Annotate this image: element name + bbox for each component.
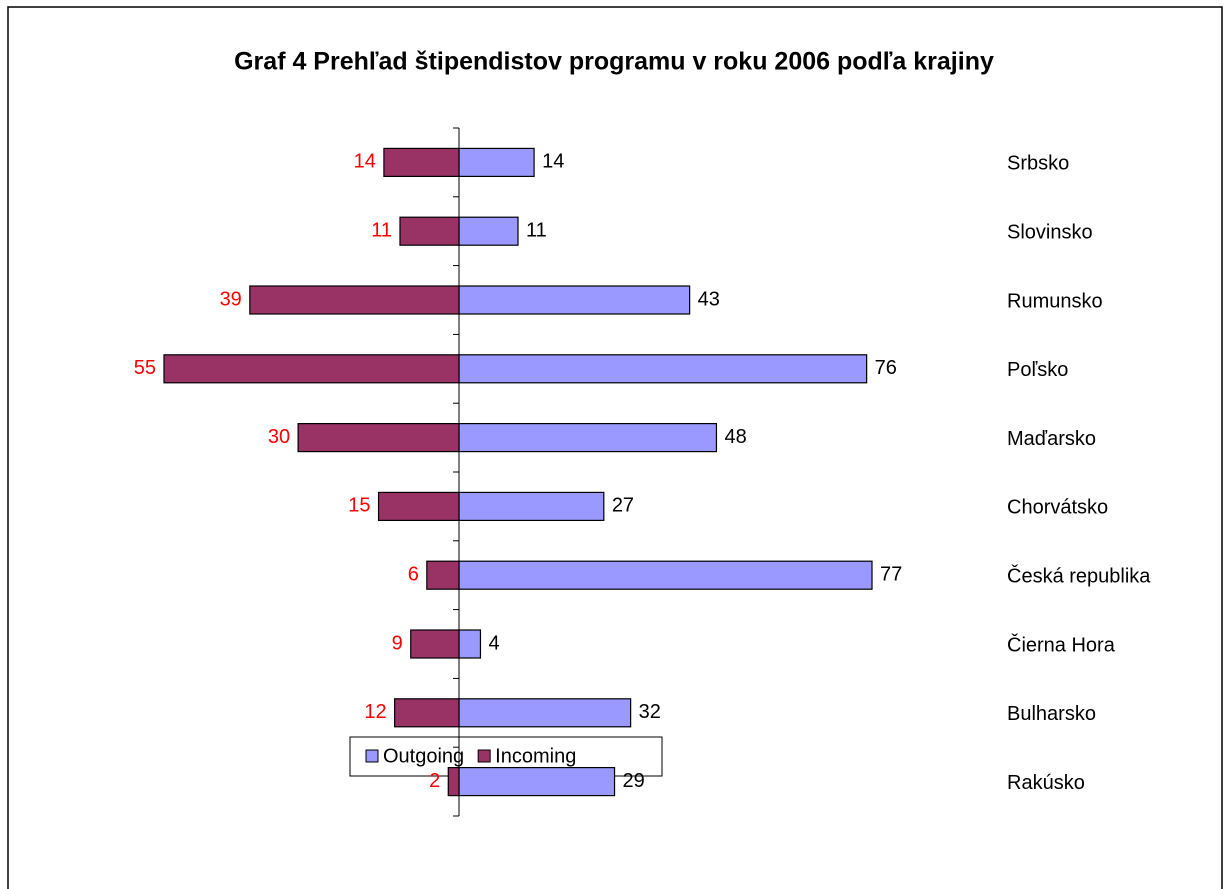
category-label: Bulharsko <box>1007 703 1096 725</box>
legend-swatch <box>365 749 379 763</box>
data-label: 76 <box>875 357 897 379</box>
data-label: 27 <box>612 495 634 517</box>
data-label: 11 <box>371 219 392 241</box>
bar <box>377 491 460 521</box>
bar <box>426 560 460 590</box>
bar <box>383 147 460 177</box>
category-label: Slovinsko <box>1007 221 1093 243</box>
data-label: 15 <box>348 495 370 517</box>
bar <box>458 491 605 521</box>
bar <box>458 629 482 659</box>
bar <box>458 285 691 315</box>
bar <box>458 766 616 797</box>
legend-swatch <box>477 749 491 763</box>
data-label: 12 <box>364 701 386 723</box>
bar <box>458 147 535 177</box>
bar <box>249 285 460 315</box>
category-label: Čierna Hora <box>1007 633 1116 656</box>
legend-label: Outgoing <box>383 745 464 767</box>
data-label: 43 <box>698 288 720 310</box>
data-label: 14 <box>542 151 564 173</box>
category-label: Maďarsko <box>1007 428 1096 450</box>
bar <box>458 423 718 453</box>
category-label: Česká republika <box>1007 564 1151 587</box>
data-label: 32 <box>639 701 661 723</box>
bar <box>399 216 460 246</box>
category-label: Srbsko <box>1007 153 1069 175</box>
bar <box>458 560 873 590</box>
data-label: 9 <box>392 632 403 654</box>
data-label: 11 <box>526 219 547 241</box>
bar <box>394 698 460 728</box>
bar <box>458 698 632 728</box>
bar <box>297 423 460 453</box>
data-label: 30 <box>268 426 290 448</box>
data-label: 4 <box>488 632 499 654</box>
data-label: 77 <box>880 563 902 585</box>
bar <box>447 766 460 797</box>
bar <box>410 629 460 659</box>
category-label: Poľsko <box>1007 359 1068 381</box>
data-label: 6 <box>408 563 419 585</box>
bar <box>458 354 868 384</box>
chart-title: Graf 4 Prehľad štipendistov programu v r… <box>234 48 994 76</box>
category-label: Rumunsko <box>1007 290 1103 312</box>
data-label: 14 <box>354 151 376 173</box>
data-label: 29 <box>623 770 645 792</box>
data-label: 48 <box>724 426 746 448</box>
bar <box>163 354 460 384</box>
category-label: Rakúsko <box>1007 772 1085 794</box>
bar <box>458 216 519 246</box>
data-label: 55 <box>134 357 156 379</box>
legend-label: Incoming <box>495 745 576 767</box>
category-label: Chorvátsko <box>1007 497 1108 519</box>
data-label: 39 <box>220 288 242 310</box>
data-label: 2 <box>429 770 440 792</box>
